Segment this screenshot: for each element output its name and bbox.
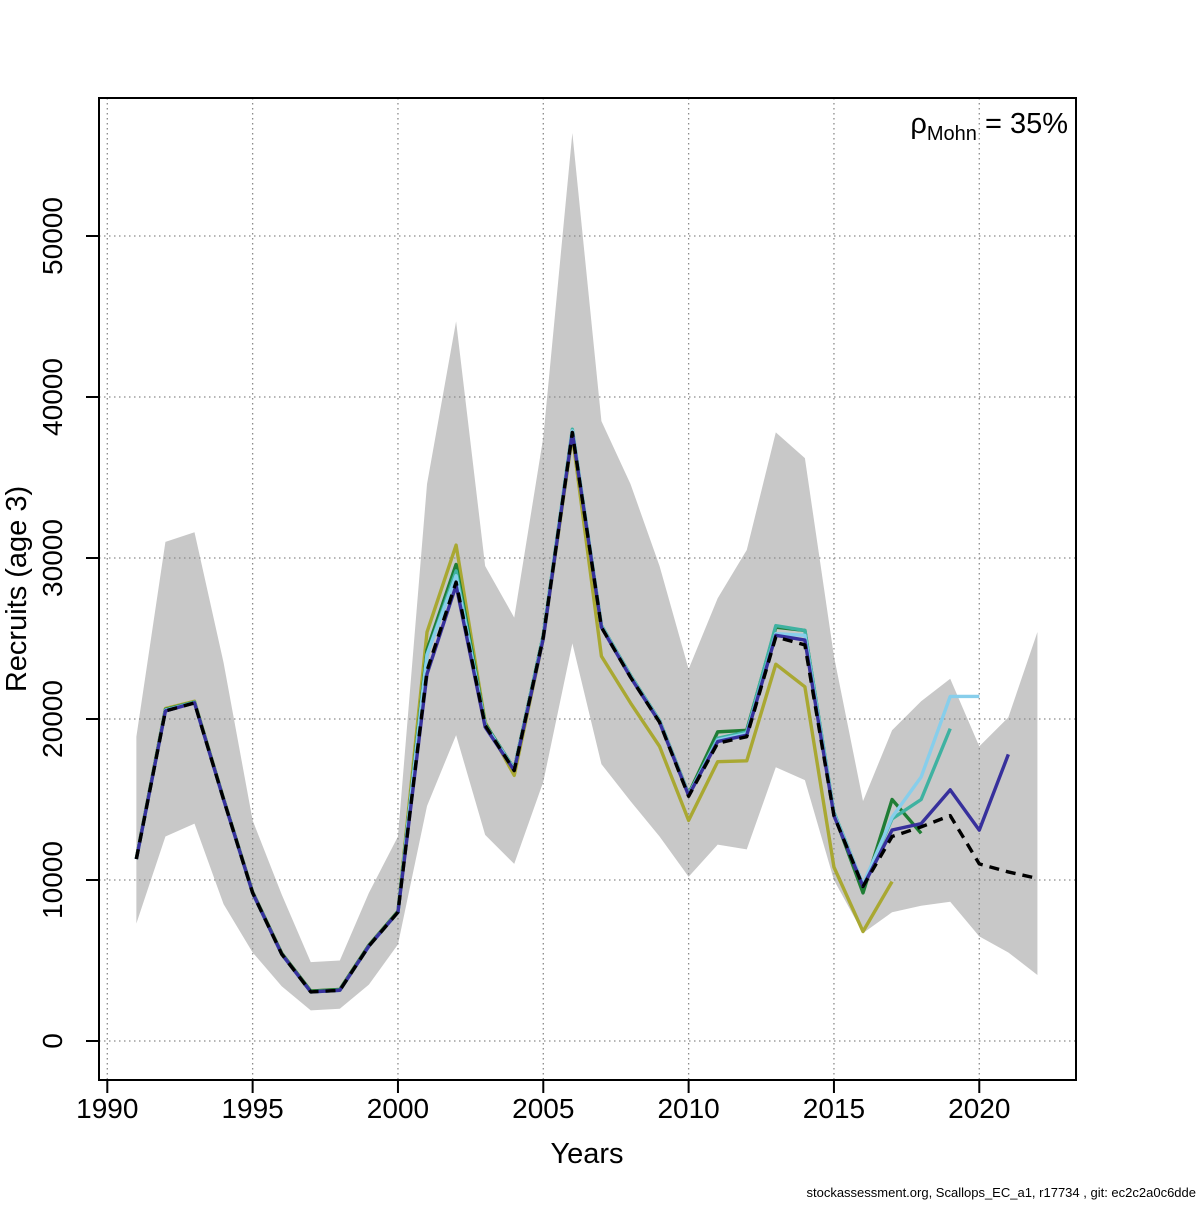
- y-axis-title: Recruits (age 3): [1, 486, 33, 692]
- x-tick-label-2000: 2000: [367, 1093, 429, 1124]
- x-tick-label-2015: 2015: [803, 1093, 865, 1124]
- rho-subscript: Mohn: [927, 123, 977, 145]
- mohn-rho-annotation: ρMohn = 35%: [910, 108, 1068, 145]
- plot-border: [98, 97, 1077, 1081]
- axis-label-layer: 1990 1995 2000 2005 2010 2015 2020 0 10000 20000 3…: [37, 197, 1010, 1124]
- footer-credit: stockassessment.org, Scallops_EC_a1, r17…: [806, 1185, 1196, 1200]
- y-tick-label-30000: 30000: [37, 519, 68, 597]
- axes-layer: [86, 97, 1077, 1093]
- y-tick-label-20000: 20000: [37, 680, 68, 758]
- x-axis-title: Years: [550, 1138, 623, 1170]
- x-tick-label-1990: 1990: [76, 1093, 138, 1124]
- y-tick-label-40000: 40000: [37, 358, 68, 436]
- x-tick-label-1995: 1995: [221, 1093, 283, 1124]
- y-tick-label-0: 0: [37, 1033, 68, 1049]
- base-run-line: [134, 430, 1038, 994]
- y-tick-label-50000: 50000: [37, 197, 68, 275]
- confidence-interval-band: [136, 132, 1038, 1011]
- x-tick-label-2010: 2010: [657, 1093, 719, 1124]
- y-tick-label-10000: 10000: [37, 841, 68, 919]
- confidence-band-layer: [136, 132, 1038, 1011]
- gridline-layer: [99, 98, 1076, 1080]
- series-line-layer: [134, 427, 1038, 994]
- rho-symbol: ρ: [910, 108, 927, 140]
- rho-value: = 35%: [977, 108, 1068, 140]
- x-tick-label-2005: 2005: [512, 1093, 574, 1124]
- x-tick-label-2020: 2020: [948, 1093, 1010, 1124]
